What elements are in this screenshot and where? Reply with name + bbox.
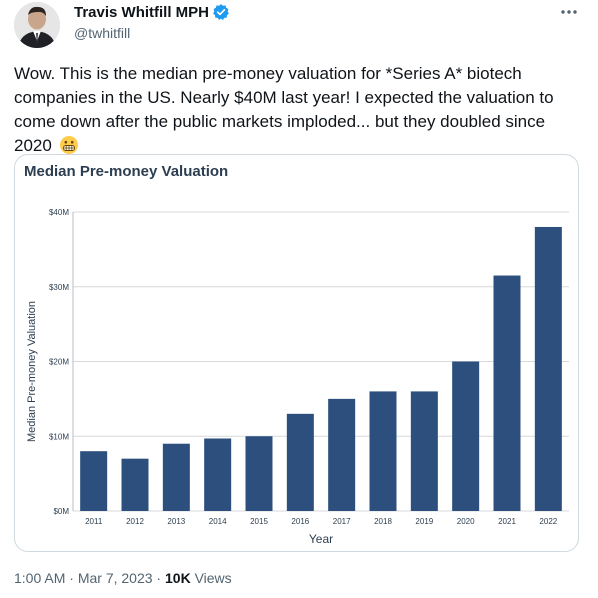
x-tick-label: 2012 bbox=[126, 517, 144, 526]
axes: $0M $10M $20M $30M $40M 2011 2012 2013 2014 2015 2… bbox=[49, 208, 558, 526]
bar-2021 bbox=[493, 275, 521, 511]
x-tick-label: 2013 bbox=[167, 517, 185, 526]
x-tick-label: 2020 bbox=[457, 517, 475, 526]
meta-separator: · bbox=[65, 570, 78, 586]
more-horizontal-icon[interactable] bbox=[556, 2, 582, 22]
name-row: Travis Whitfill MPH bbox=[74, 3, 230, 21]
views-count[interactable]: 10K bbox=[165, 570, 191, 586]
tweet-body: Wow. This is the median pre-money valuat… bbox=[14, 64, 554, 155]
bar-2018 bbox=[369, 391, 397, 511]
x-tick-label: 2022 bbox=[539, 517, 557, 526]
bar-2012 bbox=[121, 458, 149, 511]
gridlines bbox=[73, 211, 569, 512]
tweet-text: Wow. This is the median pre-money valuat… bbox=[14, 62, 574, 158]
y-tick-label: $30M bbox=[49, 283, 69, 292]
y-axis-label: Median Pre-money Valuation bbox=[26, 301, 38, 442]
bar-2020 bbox=[452, 361, 480, 511]
x-tick-label: 2014 bbox=[209, 517, 227, 526]
avatar[interactable] bbox=[14, 2, 60, 48]
bar-2022 bbox=[534, 226, 562, 511]
tweet-meta: 1:00 AM · Mar 7, 2023 · 10K Views bbox=[14, 570, 232, 586]
bar-2011 bbox=[80, 451, 108, 511]
chart-image[interactable]: Median Pre-money Valuation $0M $10M $20M $3… bbox=[14, 154, 579, 552]
bar-2014 bbox=[204, 438, 232, 511]
bar-2013 bbox=[162, 443, 190, 511]
grimacing-face-icon bbox=[59, 135, 79, 155]
bar-2015 bbox=[245, 436, 273, 511]
x-tick-label: 2017 bbox=[333, 517, 351, 526]
meta-separator-2: · bbox=[152, 570, 165, 586]
handle[interactable]: @twhitfill bbox=[74, 25, 131, 41]
chart-title: Median Pre-money Valuation bbox=[24, 163, 228, 180]
y-tick-label: $10M bbox=[49, 432, 69, 441]
tweet-date[interactable]: Mar 7, 2023 bbox=[77, 570, 153, 586]
bars bbox=[80, 226, 562, 511]
views-label: Views bbox=[190, 570, 232, 586]
x-tick-label: 2015 bbox=[250, 517, 268, 526]
x-tick-label: 2011 bbox=[85, 517, 103, 526]
author-block: Travis Whitfill MPH @twhitfill bbox=[74, 3, 230, 41]
x-axis-label: Year bbox=[309, 532, 333, 546]
display-name[interactable]: Travis Whitfill MPH bbox=[74, 3, 210, 21]
x-tick-label: 2019 bbox=[415, 517, 433, 526]
bar-2019 bbox=[410, 391, 438, 511]
verified-badge-icon bbox=[212, 3, 230, 21]
x-tick-label: 2021 bbox=[498, 517, 516, 526]
tweet-time[interactable]: 1:00 AM bbox=[14, 570, 66, 586]
x-tick-label: 2016 bbox=[291, 517, 309, 526]
bar-chart: Median Pre-money Valuation $0M $10M $20M $3… bbox=[24, 163, 569, 546]
bar-2017 bbox=[328, 398, 356, 511]
x-tick-label: 2018 bbox=[374, 517, 392, 526]
y-tick-label: $0M bbox=[53, 507, 69, 516]
y-tick-label: $40M bbox=[49, 208, 69, 217]
bar-2016 bbox=[286, 413, 314, 511]
y-tick-label: $20M bbox=[49, 358, 69, 367]
